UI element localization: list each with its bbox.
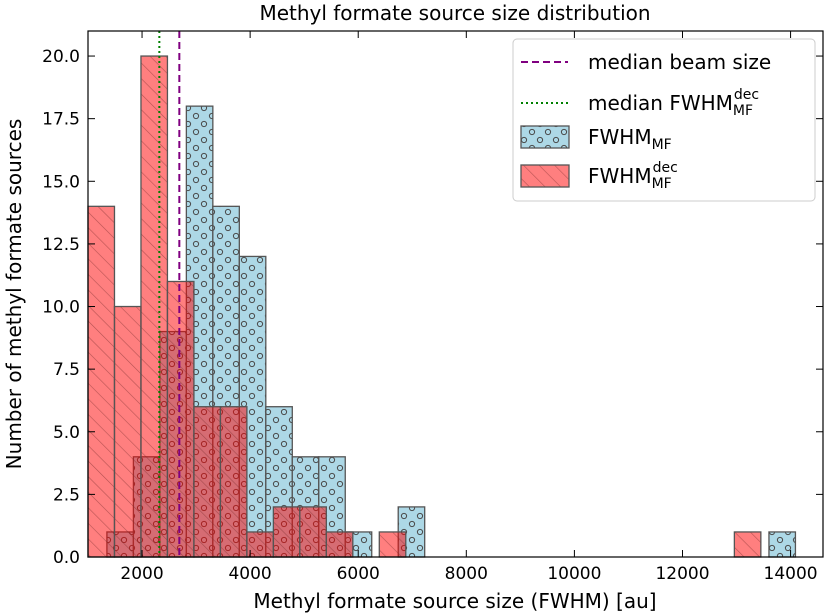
histogram-bar xyxy=(325,531,354,558)
legend-label: FWHMMF xyxy=(588,125,672,153)
histogram-bar xyxy=(193,406,222,558)
histogram-bar xyxy=(166,280,195,558)
bar-hatch xyxy=(733,531,762,558)
series-fwhm-mf-dec xyxy=(87,55,762,558)
x-tick-label: 14000 xyxy=(764,564,818,584)
bar-hatch xyxy=(768,531,797,558)
legend-label: median FWHMMF xyxy=(588,91,753,119)
x-tick-label: 4000 xyxy=(228,564,271,584)
y-axis-ticks: 0.0 2.5 5.0 7.5 10.0 12.5 15.0 17.5 20.0 xyxy=(42,47,823,568)
bar-hatch xyxy=(299,506,327,558)
bar-hatch xyxy=(219,406,248,558)
legend-box xyxy=(512,38,816,202)
bar-hatch xyxy=(193,406,222,558)
bar-hatch xyxy=(378,531,407,558)
histogram-bar xyxy=(768,531,797,558)
legend-label: FWHMMF xyxy=(588,164,672,192)
legend-label-sup: dec xyxy=(734,87,759,103)
bar-hatch xyxy=(166,280,195,558)
y-tick-label: 2.5 xyxy=(53,485,80,505)
legend-item: FWHMMF xyxy=(520,125,672,153)
chart-title: Methyl formate source size distribution xyxy=(259,1,650,25)
x-tick-label: 12000 xyxy=(655,564,709,584)
histogram-bar xyxy=(299,506,327,558)
bar-hatch xyxy=(87,205,116,558)
y-tick-label: 7.5 xyxy=(53,360,80,380)
x-axis-ticks: 2000 4000 6000 8000 10000 12000 14000 xyxy=(120,31,818,584)
y-axis-label: Number of methyl formate sources xyxy=(2,119,26,470)
legend-label-sup: dec xyxy=(653,160,678,176)
legend-patch-hatch xyxy=(520,164,570,188)
histogram-bar xyxy=(87,205,116,558)
x-tick-label: 10000 xyxy=(547,564,601,584)
bar-hatch xyxy=(140,55,169,558)
histogram-bar xyxy=(246,531,275,558)
histogram-bar xyxy=(272,506,301,558)
y-tick-label: 20.0 xyxy=(42,47,80,67)
y-tick-label: 5.0 xyxy=(53,423,80,443)
y-tick-label: 12.5 xyxy=(42,235,80,255)
histogram-bar xyxy=(113,305,142,558)
plot-frame xyxy=(87,30,824,558)
histogram-bar xyxy=(733,531,762,558)
y-tick-label: 15.0 xyxy=(42,172,80,192)
histogram-bar xyxy=(378,531,407,558)
bar-hatch xyxy=(272,506,301,558)
y-tick-label: 17.5 xyxy=(42,110,80,130)
bar-hatch xyxy=(246,531,275,558)
legend-item: median beam size xyxy=(521,50,771,74)
y-tick-label: 0.0 xyxy=(53,548,80,568)
histogram-bar xyxy=(140,55,169,558)
legend-label: median beam size xyxy=(588,50,771,74)
x-tick-label: 6000 xyxy=(337,564,380,584)
x-axis-label: Methyl formate source size (FWHM) [au] xyxy=(253,589,656,613)
bar-hatch xyxy=(113,305,142,558)
y-tick-label: 10.0 xyxy=(42,298,80,318)
x-tick-label: 2000 xyxy=(120,564,163,584)
legend-patch-hatch xyxy=(520,125,570,149)
bar-hatch xyxy=(325,531,354,558)
histogram-bar xyxy=(219,406,248,558)
x-tick-label: 8000 xyxy=(445,564,488,584)
